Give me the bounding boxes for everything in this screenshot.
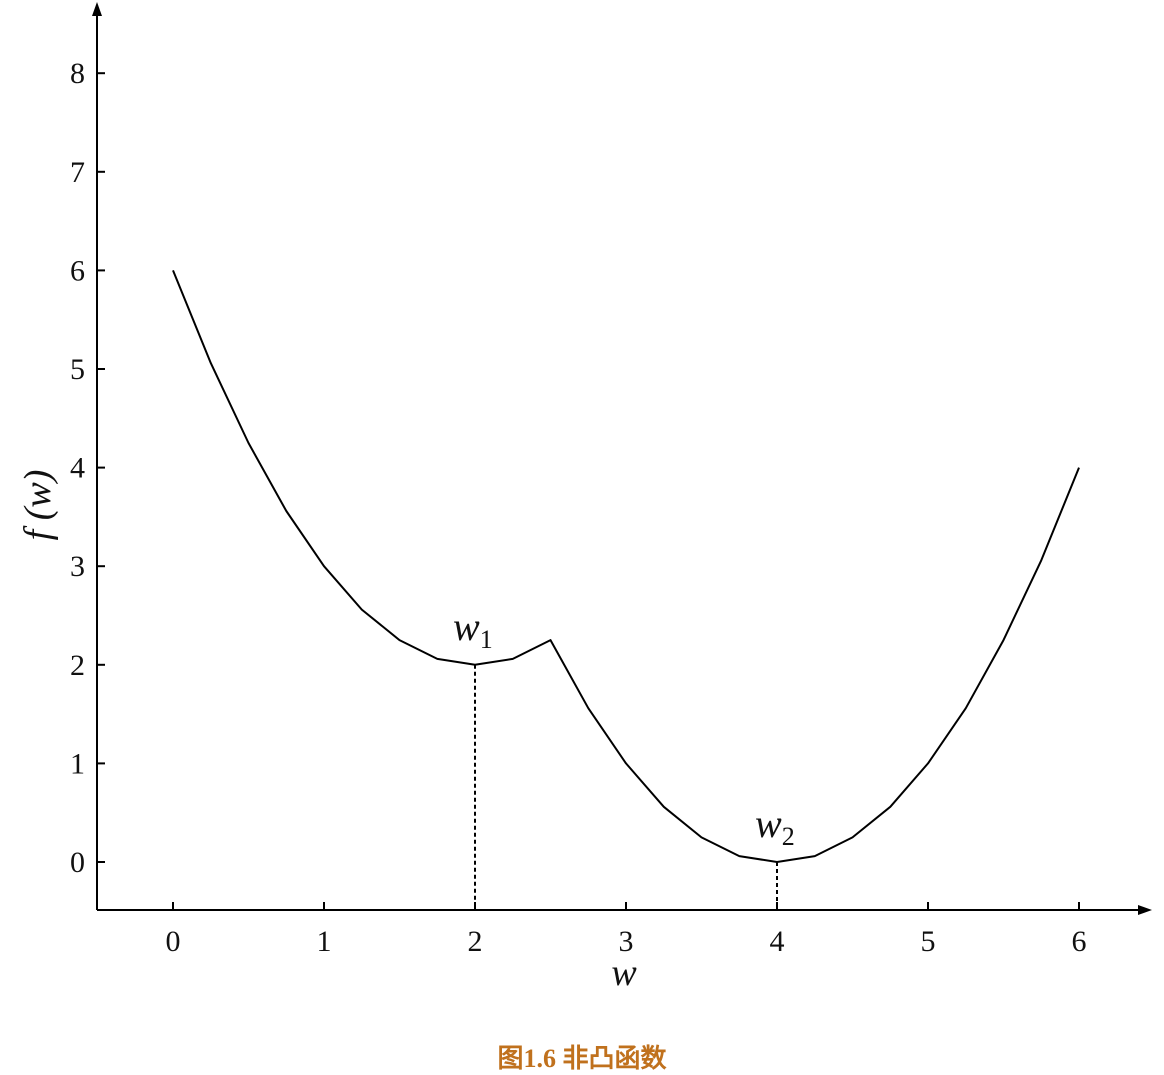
x-tick-label: 6 — [1072, 925, 1087, 958]
x-tick-label: 0 — [166, 925, 181, 958]
x-tick-label: 5 — [921, 925, 936, 958]
minimum-label-main: w — [755, 801, 782, 846]
x-axis-arrow — [1138, 905, 1152, 915]
y-tick-label: 5 — [70, 353, 85, 386]
minimum-label: w1 — [453, 604, 493, 654]
y-axis-arrow — [92, 2, 102, 16]
ticks: 0 1 2 3 4 5 6 0 1 2 3 4 5 6 7 8 — [70, 57, 1087, 958]
y-axis-label: f (w) — [17, 470, 59, 541]
x-tick-label: 1 — [317, 925, 332, 958]
series-line — [172, 270, 1080, 863]
minimum-label-subscript: 2 — [782, 822, 795, 851]
figure-caption: 图1.6 非凸函数 — [497, 1044, 667, 1073]
y-tick-label: 1 — [70, 747, 85, 780]
x-tick-label: 4 — [770, 925, 785, 958]
minimum-label-main: w — [453, 604, 480, 649]
y-tick-label: 3 — [70, 550, 85, 583]
x-tick-label: 3 — [619, 925, 634, 958]
x-axis-label: w — [611, 952, 637, 994]
y-tick-label: 7 — [70, 156, 85, 189]
y-tick-label: 2 — [70, 649, 85, 682]
axes — [92, 2, 1152, 915]
series — [172, 270, 1080, 863]
y-tick-label: 6 — [70, 254, 85, 287]
guide-lines — [474, 664, 778, 910]
x-tick-label: 2 — [468, 925, 483, 958]
y-tick-label: 0 — [70, 846, 85, 879]
minimum-label: w2 — [755, 801, 795, 851]
y-tick-label: 8 — [70, 57, 85, 90]
y-tick-label: 4 — [70, 452, 85, 485]
minimum-label-subscript: 1 — [480, 625, 493, 654]
